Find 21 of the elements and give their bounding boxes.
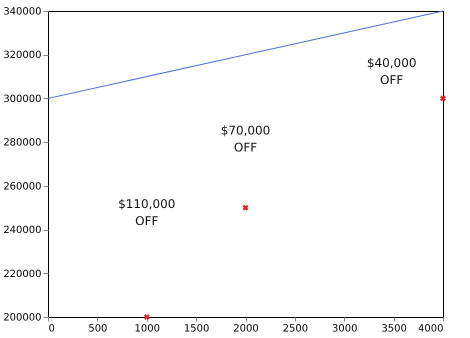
y-tick-label: 320000 — [3, 50, 42, 62]
y-tick-label: 340000 — [3, 6, 42, 18]
x-tick-label: 2000 — [233, 324, 259, 334]
x-tick-label: 500 — [88, 324, 108, 334]
y-tick-label: 300000 — [3, 94, 42, 105]
y-tick-label: 260000 — [3, 181, 42, 192]
x-tick-label: 3000 — [332, 324, 358, 334]
annotation: $110,000 OFF — [118, 196, 176, 228]
x-tick-label: 0 — [48, 324, 55, 334]
x-tick-label: 2500 — [282, 324, 308, 334]
y-tick-label: 240000 — [3, 225, 42, 236]
x-tick-label: 3500 — [381, 324, 407, 334]
y-tick-label: 280000 — [3, 138, 42, 149]
x-tick-label: 1500 — [184, 324, 210, 334]
x-tick-label: 4000 — [418, 324, 444, 334]
annotation: $40,000 OFF — [366, 56, 416, 88]
annotation: $70,000 OFF — [220, 123, 270, 154]
x-tick-label: 1000 — [134, 324, 160, 334]
point — [440, 96, 446, 102]
y-tick-label: 220000 — [3, 268, 42, 280]
y-tick-label: 200000 — [3, 312, 42, 324]
